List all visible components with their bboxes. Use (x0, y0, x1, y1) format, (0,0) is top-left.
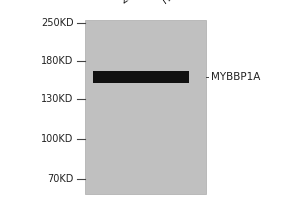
Text: 70KD: 70KD (47, 174, 74, 184)
Text: 250KD: 250KD (41, 18, 74, 28)
Text: 100KD: 100KD (41, 134, 74, 144)
Text: 180KD: 180KD (41, 56, 74, 66)
Text: 130KD: 130KD (41, 94, 74, 104)
Bar (144, 72, 189, 82)
Bar (85, 20, 206, 194)
Text: HeLa: HeLa (161, 0, 188, 6)
Text: 293T: 293T (119, 0, 146, 6)
Bar (93, 72, 144, 82)
Text: MYBBP1A: MYBBP1A (212, 72, 261, 82)
